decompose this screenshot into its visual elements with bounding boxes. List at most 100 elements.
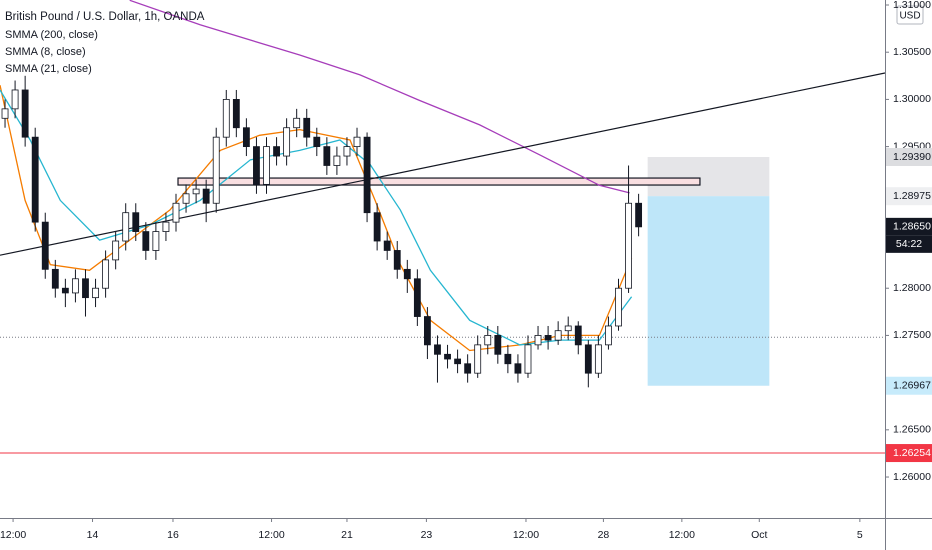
- candle-body: [413, 278, 421, 317]
- y-tick-label: 1.27500: [893, 329, 931, 341]
- candle-body: [494, 335, 502, 355]
- currency-label: USD: [899, 11, 920, 22]
- candle-body: [31, 136, 39, 223]
- candle-body: [534, 335, 542, 346]
- price-tag: [886, 147, 932, 166]
- candle-body: [383, 240, 391, 251]
- candle-body: [464, 363, 472, 374]
- x-tick-label: 12:00: [513, 529, 539, 541]
- price-tag-label: 1.28650: [893, 221, 931, 233]
- candle-body: [253, 146, 260, 185]
- candle-body: [635, 202, 643, 228]
- candle-body: [524, 344, 532, 374]
- candle-body: [303, 117, 311, 138]
- position-zone: [647, 156, 770, 197]
- candle-body: [72, 278, 79, 294]
- legend-entry: SMMA (21, close): [5, 63, 92, 75]
- candle-body: [544, 335, 552, 341]
- candle-body: [594, 344, 602, 374]
- candle-body: [61, 287, 69, 294]
- candle-body: [102, 259, 110, 289]
- candle-body: [112, 240, 120, 261]
- x-tick-label: Oct: [751, 529, 767, 541]
- candle-body: [353, 136, 361, 148]
- candle-body: [242, 127, 250, 148]
- candle-body: [263, 146, 270, 185]
- price-tag-label: 1.26254: [893, 447, 931, 459]
- candle-body: [423, 316, 431, 346]
- candle-body: [474, 344, 482, 374]
- x-tick-label: 5: [857, 529, 863, 541]
- y-tick-label: 1.26000: [893, 471, 931, 483]
- x-tick-label: 14: [87, 529, 99, 541]
- candle-body: [41, 221, 49, 270]
- indicator-line: [0, 85, 633, 352]
- candle-body: [444, 353, 451, 360]
- position-zone: [647, 196, 770, 386]
- candle-body: [313, 136, 321, 148]
- candle-body: [574, 325, 582, 346]
- candle-body: [625, 202, 632, 289]
- y-tick-label: 1.30500: [893, 46, 931, 58]
- candle-body: [82, 278, 89, 299]
- candle-body: [434, 344, 441, 355]
- candle-body: [454, 358, 462, 365]
- x-tick-label: 12:00: [0, 529, 26, 541]
- x-tick-label: 12:00: [258, 529, 284, 541]
- x-tick-label: 28: [598, 529, 610, 541]
- x-tick-label: 21: [341, 529, 353, 541]
- price-tag: [886, 376, 932, 395]
- candle-body: [21, 89, 29, 138]
- x-tick-label: 23: [421, 529, 433, 541]
- legend-entry: SMMA (8, close): [5, 46, 86, 58]
- plot-area: [0, 0, 885, 454]
- price-tag-label: 1.29390: [893, 151, 931, 163]
- price-tag: [886, 444, 932, 463]
- legend-entry: SMMA (200, close): [5, 29, 98, 41]
- trend-line: [0, 72, 885, 256]
- resistance-box: [177, 177, 701, 186]
- candle-body: [202, 188, 210, 204]
- candle-body: [1, 108, 9, 119]
- candle-body: [232, 99, 240, 129]
- candle-body: [273, 146, 280, 157]
- candle-body: [11, 89, 19, 110]
- candle-body: [393, 250, 401, 270]
- candle-body: [504, 353, 512, 365]
- candle-body: [142, 231, 150, 251]
- countdown-label: 54:22: [896, 238, 922, 250]
- candle-body: [584, 344, 592, 374]
- countdown-tag: [886, 235, 932, 253]
- candle-body: [484, 335, 492, 346]
- y-tick-label: 1.31000: [893, 0, 931, 11]
- y-tick-label: 1.28000: [893, 282, 931, 294]
- candle-body: [172, 202, 180, 223]
- candle-body: [403, 268, 411, 280]
- x-tick-label: 16: [167, 529, 179, 541]
- x-tick-label: 12:00: [669, 529, 695, 541]
- candle-body: [333, 155, 341, 166]
- candle-body: [554, 330, 562, 341]
- price-tag-label: 1.28975: [893, 190, 931, 202]
- candle-body: [192, 188, 200, 195]
- candle-body: [162, 221, 170, 232]
- indicator-line: [129, 0, 630, 194]
- candle-body: [343, 146, 351, 157]
- candle-body: [514, 363, 522, 374]
- chart-title: British Pound / U.S. Dollar, 1h, OANDA: [5, 11, 205, 23]
- price-tag: [886, 217, 932, 236]
- price-tag-label: 1.26967: [893, 380, 931, 392]
- currency-box[interactable]: [896, 5, 924, 25]
- candle-body: [363, 136, 371, 214]
- candle-body: [212, 136, 220, 204]
- candle-body: [92, 287, 99, 299]
- candle-body: [373, 212, 381, 242]
- y-tick-label: 1.26500: [893, 424, 931, 436]
- price-tag: [886, 187, 932, 206]
- candle-body: [605, 325, 612, 346]
- candle-body: [132, 212, 140, 232]
- y-tick-label: 1.30000: [893, 93, 931, 105]
- candle-body: [283, 127, 291, 157]
